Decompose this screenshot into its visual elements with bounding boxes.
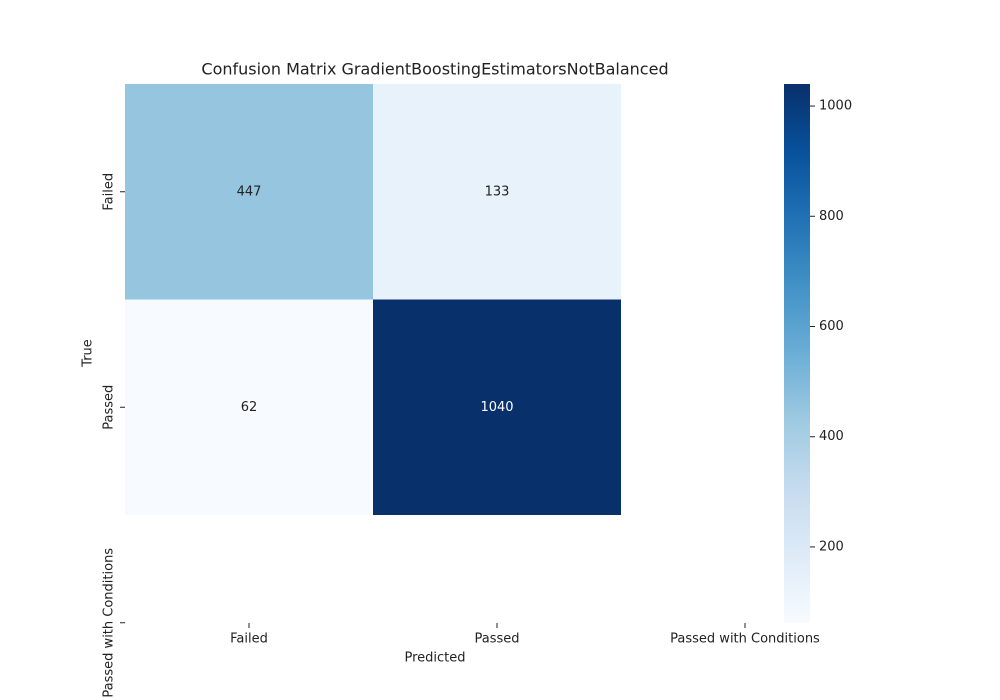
colorbar: [784, 84, 810, 623]
x-tick-label: Passed: [474, 632, 519, 647]
y-tick-label: Failed: [102, 173, 117, 211]
y-axis-label: True: [81, 339, 96, 368]
heatmap-cell: [373, 84, 621, 300]
colorbar-tick-label: 1000: [819, 99, 852, 114]
x-tick-label: Failed: [230, 632, 268, 647]
cell-label: 133: [485, 184, 510, 199]
colorbar-tick-label: 600: [819, 319, 844, 334]
colorbar-tick-label: 200: [819, 539, 844, 554]
heatmap-cell: [125, 84, 373, 300]
y-tick-label: Passed with Conditions: [102, 548, 117, 698]
heatmap-cell: [125, 299, 373, 515]
x-tick-label: Passed with Conditions: [670, 632, 820, 647]
cell-label: 447: [237, 184, 262, 199]
heatmap-cell: [373, 299, 621, 515]
chart-title: Confusion Matrix GradientBoostingEstimat…: [201, 60, 668, 79]
cell-label: 62: [241, 400, 258, 415]
colorbar-tick-label: 800: [819, 209, 844, 224]
x-axis-label: Predicted: [404, 651, 465, 666]
colorbar-tick-label: 400: [819, 429, 844, 444]
cell-label: 1040: [480, 400, 513, 415]
y-tick-label: Passed: [102, 385, 117, 430]
